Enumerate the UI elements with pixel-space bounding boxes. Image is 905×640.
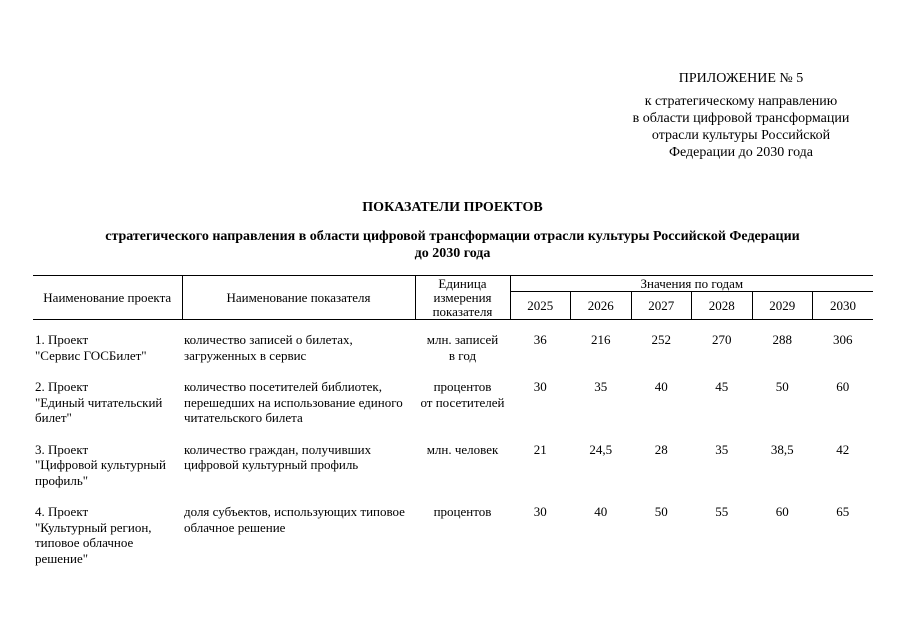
value-cell: 216	[591, 332, 611, 347]
column-header-indicator: Наименование показателя	[182, 275, 416, 320]
indicator-cell: доля субъектов, использующих типовое обл…	[184, 504, 405, 535]
value-cell: 306	[833, 332, 853, 347]
unit-cell: процентов от посетителей	[420, 379, 505, 410]
column-header-unit: Единица измерения показателя	[415, 275, 511, 320]
appendix-line: к стратегическому направлению	[644, 94, 838, 109]
value-cell: 50	[654, 504, 668, 519]
column-header-year-2030: 2030	[812, 291, 874, 320]
table-row: 3. Проект "Цифровой культурный профиль" …	[33, 442, 873, 505]
header-row-years: 2025 2026 2027 2028 2029 2030	[33, 291, 874, 320]
unit-cell: процентов	[433, 504, 492, 519]
column-header-years-group: Значения по годам	[510, 275, 874, 292]
indicator-cell: количество записей о билетах, загруженны…	[184, 332, 353, 363]
indicators-table: Наименование проекта Наименование показа…	[33, 275, 874, 582]
value-cell: 30	[533, 379, 547, 394]
project-cell: 4. Проект "Культурный регион, типовое об…	[35, 504, 152, 566]
value-cell: 288	[772, 332, 793, 347]
project-cell: 2. Проект "Единый читательский билет"	[35, 379, 163, 425]
appendix-line: Федерации до 2030 года	[668, 145, 814, 160]
value-cell: 65	[836, 504, 850, 519]
value-cell: 38,5	[770, 441, 794, 457]
value-cell: 40	[654, 379, 668, 394]
value-cell: 270	[712, 332, 732, 347]
value-cell: 42	[836, 441, 850, 457]
value-cell: 60	[836, 379, 850, 394]
column-header-year-2029: 2029	[752, 291, 813, 320]
appendix-block: ПРИЛОЖЕНИЕ № 5 к стратегическому направл…	[589, 70, 893, 161]
page-title: ПОКАЗАТЕЛИ ПРОЕКТОВ	[362, 200, 543, 215]
value-cell: 45	[715, 379, 729, 394]
indicator-cell: количество посетителей библиотек, переше…	[184, 379, 403, 425]
indicator-cell: количество граждан, получивших цифровой …	[184, 441, 372, 473]
project-cell: 1. Проект "Сервис ГОСБилет"	[35, 332, 147, 363]
value-cell: 50	[775, 379, 789, 394]
appendix-line: в области цифровой трансформации	[632, 111, 850, 126]
column-header-year-2026: 2026	[570, 291, 632, 320]
column-header-project: Наименование проекта	[33, 275, 183, 320]
value-cell: 35	[715, 441, 729, 457]
value-cell: 40	[594, 504, 608, 519]
value-cell: 36	[533, 332, 547, 347]
value-cell: 21	[533, 441, 547, 457]
value-cell: 55	[715, 504, 729, 519]
column-header-year-2028: 2028	[691, 291, 753, 320]
project-cell: 3. Проект "Цифровой культурный профиль"	[35, 441, 166, 488]
value-cell: 24,5	[589, 441, 613, 457]
unit-cell: млн. человек	[426, 441, 499, 457]
indicators-table-container: Наименование проекта Наименование показа…	[33, 275, 874, 582]
appendix-number: ПРИЛОЖЕНИЕ № 5	[678, 71, 804, 86]
value-cell: 60	[775, 504, 789, 519]
appendix-line: отрасли культуры Российской	[651, 128, 831, 143]
table-row: 2. Проект "Единый читательский билет" ко…	[33, 379, 873, 442]
table-row: 4. Проект "Культурный регион, типовое об…	[33, 504, 873, 582]
value-cell: 35	[594, 379, 608, 394]
title-block: ПОКАЗАТЕЛИ ПРОЕКТОВ стратегического напр…	[0, 199, 905, 262]
value-cell: 30	[533, 504, 547, 519]
value-cell: 252	[651, 332, 672, 347]
table-row: 1. Проект "Сервис ГОСБилет" количество з…	[33, 320, 873, 380]
page-subtitle-line: стратегического направления в области ци…	[105, 229, 800, 244]
column-header-year-2025: 2025	[510, 291, 571, 320]
column-header-year-2027: 2027	[631, 291, 692, 320]
unit-cell: млн. записей в год	[426, 332, 499, 363]
header-row-groups: Наименование проекта Наименование показа…	[33, 275, 874, 320]
page-subtitle-line: до 2030 года	[414, 246, 491, 261]
value-cell: 28	[654, 441, 668, 457]
